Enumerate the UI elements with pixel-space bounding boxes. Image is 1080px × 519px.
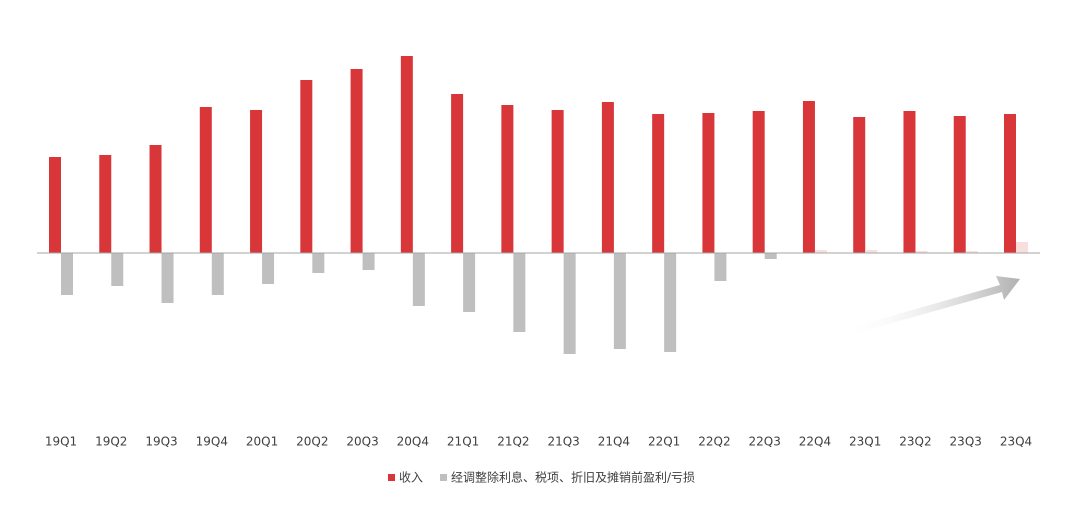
bar <box>853 117 866 253</box>
bar <box>652 114 665 253</box>
bar <box>953 116 966 253</box>
bar <box>865 250 878 253</box>
bar <box>99 155 112 253</box>
x-tick-label: 19Q2 <box>95 435 127 449</box>
x-tick-label: 21Q3 <box>547 435 579 449</box>
bar <box>1016 242 1028 253</box>
x-tick-label: 23Q2 <box>899 435 931 449</box>
x-tick-label: 23Q1 <box>849 435 881 449</box>
bar <box>149 145 162 253</box>
bar <box>501 105 514 253</box>
x-tick-label: 20Q2 <box>296 435 328 449</box>
x-tick-label: 19Q3 <box>145 435 177 449</box>
trend-arrow <box>842 276 1020 336</box>
bar <box>1004 114 1016 253</box>
x-tick-label: 23Q3 <box>950 435 982 449</box>
bar <box>199 107 212 253</box>
bar <box>714 253 727 281</box>
bar <box>802 101 815 253</box>
x-tick-label: 21Q2 <box>497 435 529 449</box>
x-tick-label: 20Q1 <box>246 435 278 449</box>
bar <box>814 250 827 253</box>
bar <box>312 253 325 273</box>
x-tick-label: 19Q1 <box>45 435 77 449</box>
bar <box>300 80 313 253</box>
x-tick-label: 21Q4 <box>598 435 630 449</box>
x-tick-label: 22Q2 <box>698 435 730 449</box>
x-tick-label: 22Q3 <box>749 435 781 449</box>
bar <box>563 253 576 354</box>
bar <box>111 253 124 286</box>
x-tick-label: 20Q3 <box>346 435 378 449</box>
bar <box>752 111 765 253</box>
x-tick-label: 23Q4 <box>1000 435 1032 449</box>
x-tick-label: 19Q4 <box>196 435 228 449</box>
bar <box>664 253 677 352</box>
bar <box>412 253 425 306</box>
bar <box>903 111 916 253</box>
x-tick-label: 20Q4 <box>397 435 429 449</box>
bar <box>915 251 928 253</box>
bar <box>601 102 614 253</box>
bar <box>61 253 73 295</box>
bar <box>211 253 224 295</box>
legend: 收入 经调整除利息、税项、折旧及摊销前盈利/亏损 <box>388 470 695 485</box>
x-tick-label: 21Q1 <box>447 435 479 449</box>
bar <box>362 253 375 270</box>
x-tick-label: 22Q1 <box>648 435 680 449</box>
legend-swatch <box>440 474 448 481</box>
legend-label: 收入 <box>399 471 423 485</box>
plot-area: 19Q1 19Q2 19Q3 19Q4 20Q1 20Q2 20Q3 20Q4 21Q1 21Q2… <box>37 56 1040 449</box>
bar <box>551 110 564 253</box>
bar <box>451 94 464 253</box>
bar <box>613 253 626 349</box>
bar <box>161 253 174 303</box>
bar <box>702 113 715 253</box>
legend-label: 经调整除利息、税项、折旧及摊销前盈利/亏损 <box>451 470 695 485</box>
legend-swatch <box>388 474 395 481</box>
bar <box>400 56 413 253</box>
bar <box>513 253 526 332</box>
bar <box>463 253 476 312</box>
bar <box>49 157 61 253</box>
bar <box>965 251 978 253</box>
bar <box>350 69 363 253</box>
x-tick-label: 22Q4 <box>799 435 831 449</box>
bar <box>250 110 263 253</box>
bar <box>262 253 275 284</box>
bar <box>764 253 777 259</box>
